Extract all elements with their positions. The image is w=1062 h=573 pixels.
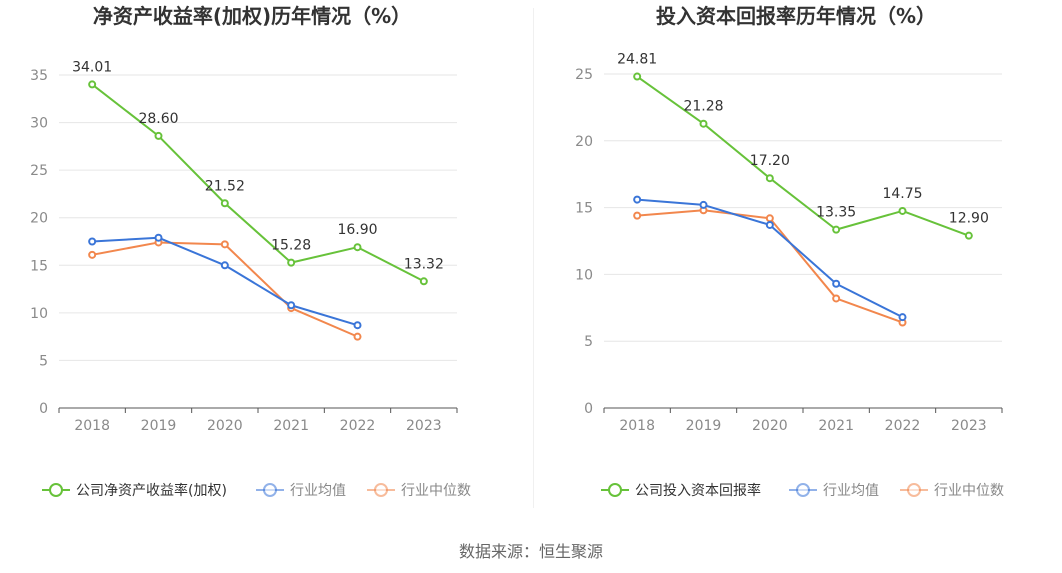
chart-title: 净资产收益率(加权)历年情况（%）: [93, 4, 411, 28]
legend-marker-icon: [263, 483, 277, 497]
data-point-company: [154, 131, 163, 140]
x-tick-label: 2023: [406, 418, 442, 434]
roic-chart-panel: 投入资本回报率历年情况（%） 0 5 10 15 20 25 2018 2019 2020 2021…: [531, 0, 1062, 520]
y-tick-label: 30: [30, 116, 48, 132]
x-tick-label: 2019: [686, 418, 722, 434]
x-tick-label: 2023: [951, 418, 987, 434]
data-label: 13.32: [404, 256, 444, 272]
data-point-company: [88, 80, 97, 89]
y-tick-label: 0: [584, 401, 593, 417]
legend-label: 行业中位数: [401, 483, 471, 499]
panel-divider: [533, 8, 534, 508]
data-point-avg: [898, 313, 907, 322]
data-point-avg: [88, 237, 97, 246]
data-point-company: [220, 199, 229, 208]
data-source-note: 数据来源：恒生聚源: [458, 542, 603, 561]
data-point-median: [633, 211, 642, 220]
data-label: 24.81: [617, 52, 657, 68]
data-point-median: [353, 332, 362, 341]
legend-item-company: 公司净资产收益率(加权): [42, 482, 227, 499]
data-point-avg: [287, 301, 296, 310]
x-tick-label: 2022: [885, 418, 921, 434]
data-point-company: [287, 258, 296, 267]
data-point-avg: [633, 195, 642, 204]
series-line-company: [636, 75, 970, 237]
legend-item-avg: 行业均值: [256, 483, 346, 499]
legend-marker-icon: [608, 483, 622, 497]
y-tick-label: 25: [30, 163, 48, 179]
data-label: 15.28: [271, 238, 311, 254]
data-point-avg: [699, 200, 708, 209]
data-label: 17.20: [750, 153, 790, 169]
roe-chart-panel: 净资产收益率(加权)历年情况（%） 0 5 10 15 20 25 30 35 2018 2019 2…: [0, 0, 531, 520]
data-point-company: [633, 72, 642, 81]
x-tick-label: 2022: [340, 418, 376, 434]
legend-label: 行业均值: [823, 483, 879, 499]
y-tick-label: 5: [39, 353, 48, 369]
data-point-company: [765, 174, 774, 183]
data-label: 21.52: [205, 178, 245, 194]
legend-label: 公司投入资本回报率: [635, 482, 761, 499]
y-tick-label: 5: [584, 334, 593, 350]
x-tick-label: 2021: [818, 418, 854, 434]
roic-chart: 投入资本回报率历年情况（%） 0 5 10 15 20 25 2018 2019 2020 2021…: [575, 4, 1004, 499]
data-label: 16.90: [337, 222, 377, 238]
y-tick-label: 10: [30, 306, 48, 322]
x-tick-label: 2020: [752, 418, 788, 434]
legend-marker-icon: [49, 483, 63, 497]
data-point-avg: [154, 233, 163, 242]
x-tick-label: 2019: [141, 418, 177, 434]
y-tick-label: 20: [575, 134, 593, 150]
legend-item-company: 公司投入资本回报率: [601, 482, 761, 499]
data-point-median: [832, 294, 841, 303]
x-tick-label: 2018: [619, 418, 655, 434]
data-point-company: [898, 206, 907, 215]
data-point-company: [699, 119, 708, 128]
legend-marker-icon: [907, 483, 921, 497]
y-tick-label: 0: [39, 401, 48, 417]
legend-marker-icon: [374, 483, 388, 497]
data-label: 28.60: [138, 111, 178, 127]
legend-item-median: 行业中位数: [900, 483, 1004, 499]
series-line-company: [91, 83, 425, 283]
data-label: 14.75: [882, 186, 922, 202]
legend-label: 行业均值: [290, 483, 346, 499]
data-point-avg: [353, 321, 362, 330]
data-label: 21.28: [683, 99, 723, 115]
data-point-median: [88, 250, 97, 259]
series-line-avg: [92, 236, 358, 327]
y-tick-label: 20: [30, 211, 48, 227]
x-tick-label: 2018: [74, 418, 110, 434]
data-point-company: [964, 231, 973, 240]
data-point-company: [832, 225, 841, 234]
data-point-avg: [765, 220, 774, 229]
y-tick-label: 10: [575, 267, 593, 283]
data-label: 13.35: [816, 205, 856, 221]
y-tick-label: 15: [575, 201, 593, 217]
x-tick-label: 2020: [207, 418, 243, 434]
data-point-company: [419, 277, 428, 286]
x-tick-label: 2021: [273, 418, 309, 434]
data-point-avg: [832, 279, 841, 288]
legend-item-median: 行业中位数: [367, 483, 471, 499]
legend-marker-icon: [796, 483, 810, 497]
data-point-avg: [220, 261, 229, 270]
roe-chart: 净资产收益率(加权)历年情况（%） 0 5 10 15 20 25 30 35 2018 2019 2…: [30, 4, 471, 499]
legend-label: 公司净资产收益率(加权): [76, 482, 227, 499]
chart-title: 投入资本回报率历年情况（%）: [656, 4, 936, 28]
data-point-median: [765, 214, 774, 223]
legend-label: 行业中位数: [934, 483, 1004, 499]
y-tick-label: 25: [575, 67, 593, 83]
y-tick-label: 35: [30, 68, 48, 84]
data-label: 34.01: [72, 59, 112, 75]
data-point-median: [220, 240, 229, 249]
y-tick-label: 15: [30, 258, 48, 274]
data-label: 12.90: [949, 211, 989, 227]
data-point-company: [353, 243, 362, 252]
legend-item-avg: 行业均值: [789, 483, 879, 499]
